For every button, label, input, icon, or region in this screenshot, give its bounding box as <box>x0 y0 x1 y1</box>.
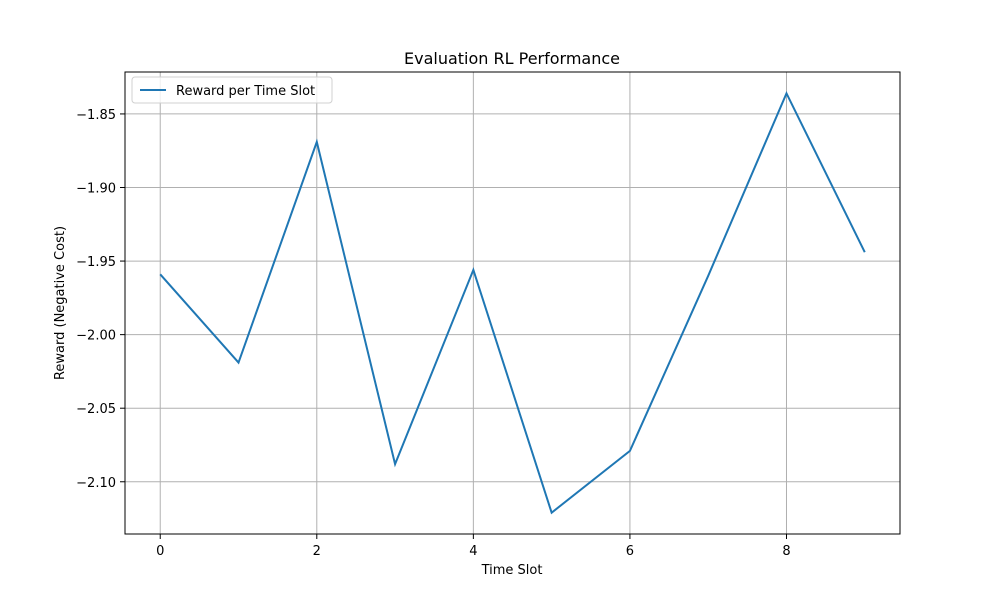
legend-box <box>131 76 333 104</box>
legend-label-reward: Reward per Time Slot <box>176 84 315 99</box>
data-point-7 <box>707 275 709 277</box>
x-tick-label-2: 4 <box>469 544 477 559</box>
x-tick-label-3: 6 <box>626 544 634 559</box>
y-tick-label-4: −2.05 <box>76 402 116 417</box>
x-tick-label-0: 0 <box>156 544 164 559</box>
x-tick-label-4: 8 <box>782 544 790 559</box>
chart-title: Evaluation RL Performance <box>404 49 620 68</box>
grid <box>125 72 900 534</box>
series-line-reward <box>159 90 866 515</box>
legend: Reward per Time Slot <box>131 76 333 104</box>
data-point-3 <box>394 463 396 465</box>
data-point-6 <box>629 450 631 452</box>
y-tick-label-3: −2.00 <box>76 329 116 344</box>
data-point-1 <box>238 362 240 364</box>
y-axis-label: Reward (Negative Cost) <box>53 226 68 380</box>
plot-frame <box>124 71 901 535</box>
x-tick-label-1: 2 <box>313 544 321 559</box>
data-point-4 <box>472 269 474 271</box>
y-tick-label-0: −1.85 <box>76 108 116 123</box>
ticks: 0 2 4 6 8 −1.85 −1.90 −1.95 −2.00 −2.05 −2.10 <box>76 108 790 559</box>
data-point-0 <box>159 273 161 275</box>
data-point-2 <box>316 141 318 143</box>
y-tick-label-1: −1.90 <box>76 182 116 197</box>
data-point-9 <box>864 251 866 253</box>
data-point-5 <box>551 512 553 514</box>
series-layer <box>159 90 866 515</box>
data-point-8 <box>785 92 787 94</box>
y-tick-label-5: −2.10 <box>76 476 116 491</box>
y-tick-label-2: −1.95 <box>76 255 116 270</box>
axes <box>124 71 901 535</box>
x-axis-label: Time Slot <box>481 563 543 578</box>
